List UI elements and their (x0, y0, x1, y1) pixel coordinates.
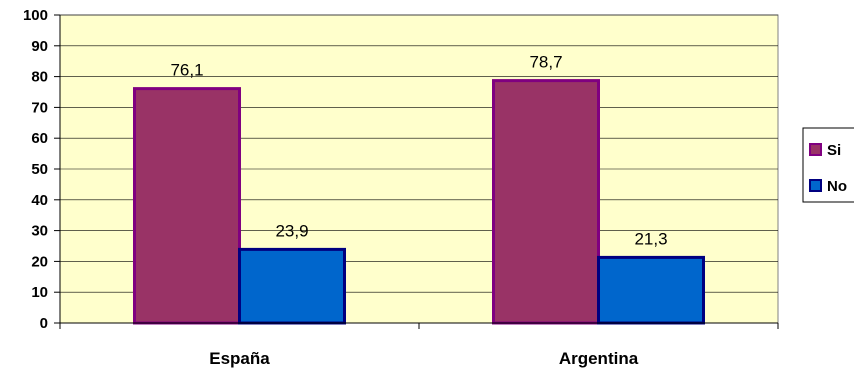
y-tick-label: 20 (31, 253, 48, 270)
legend-swatch-no (809, 179, 822, 192)
data-label: 78,7 (529, 53, 562, 72)
category-label: España (209, 349, 270, 368)
y-tick-label: 90 (31, 38, 48, 55)
data-label: 76,1 (170, 61, 203, 80)
bar-si-1 (133, 87, 241, 325)
category-label: Argentina (559, 349, 639, 368)
y-tick-label: 60 (31, 130, 48, 147)
bar-si-2 (492, 79, 600, 325)
legend-label-si: Si (827, 142, 841, 159)
y-tick-label: 100 (23, 7, 48, 24)
legend-swatch-si (809, 143, 822, 156)
data-label: 21,3 (634, 229, 667, 248)
y-tick-label: 10 (31, 284, 48, 301)
bar-no-1 (238, 247, 346, 325)
legend-label-no: No (827, 178, 847, 195)
y-tick-label: 40 (31, 192, 48, 209)
y-tick-label: 50 (31, 161, 48, 178)
y-tick-label: 80 (31, 69, 48, 86)
y-tick-label: 0 (40, 315, 48, 332)
y-tick-label: 70 (31, 99, 48, 116)
bar-no-2 (597, 255, 705, 325)
data-label: 23,9 (275, 221, 308, 240)
y-tick-label: 30 (31, 223, 48, 240)
